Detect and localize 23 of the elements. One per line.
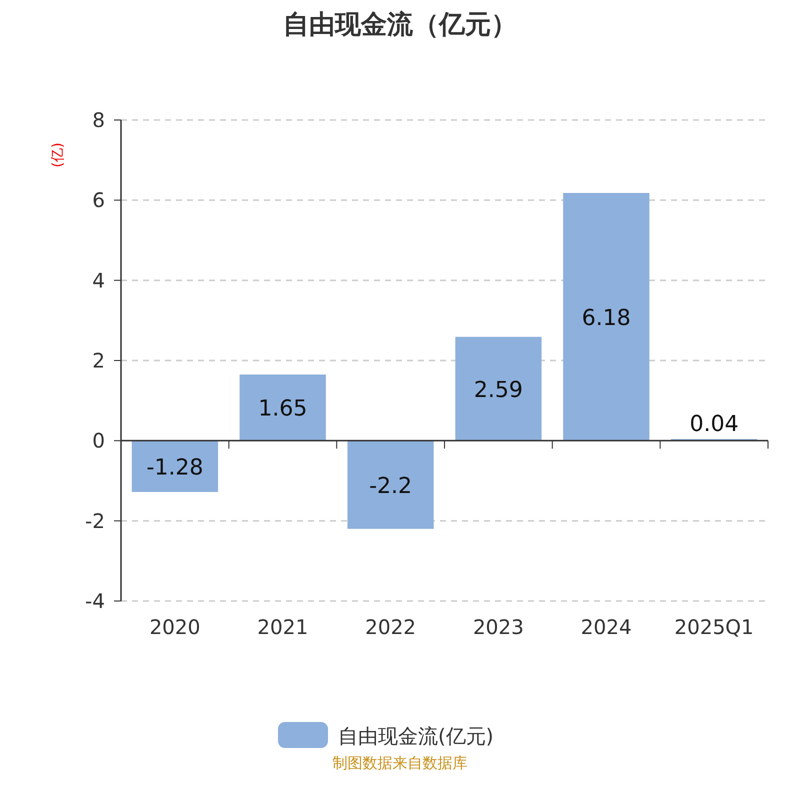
x-tick-label: 2024 bbox=[580, 615, 632, 639]
y-tick-label: -2 bbox=[85, 508, 105, 533]
legend-label: 自由现金流(亿元) bbox=[338, 724, 494, 748]
y-tick-label: -4 bbox=[85, 589, 105, 613]
data-label: -2.2 bbox=[369, 474, 412, 499]
data-label: -1.28 bbox=[146, 455, 204, 480]
y-axis-title: (亿) bbox=[50, 142, 66, 168]
y-tick-label: 8 bbox=[92, 108, 105, 132]
data-label: 6.18 bbox=[582, 306, 631, 331]
data-label: 1.65 bbox=[258, 396, 308, 422]
y-tick-label: 4 bbox=[92, 268, 105, 292]
x-tick-label: 2022 bbox=[365, 615, 416, 639]
chart-title: 自由现金流（亿元） bbox=[283, 10, 517, 40]
x-tick-label: 2020 bbox=[149, 615, 200, 639]
x-tick-label: 2025Q1 bbox=[674, 615, 754, 639]
y-tick-label: 2 bbox=[92, 348, 105, 372]
x-tick-label: 2023 bbox=[472, 615, 524, 639]
x-tick-label: 2021 bbox=[257, 615, 308, 639]
data-label: 2.59 bbox=[474, 378, 523, 403]
y-tick-label: 0 bbox=[92, 428, 105, 453]
text: 制图数据来自数据库 bbox=[332, 754, 468, 772]
y-tick-label: 6 bbox=[92, 188, 105, 212]
data-label: 0.04 bbox=[690, 412, 739, 438]
